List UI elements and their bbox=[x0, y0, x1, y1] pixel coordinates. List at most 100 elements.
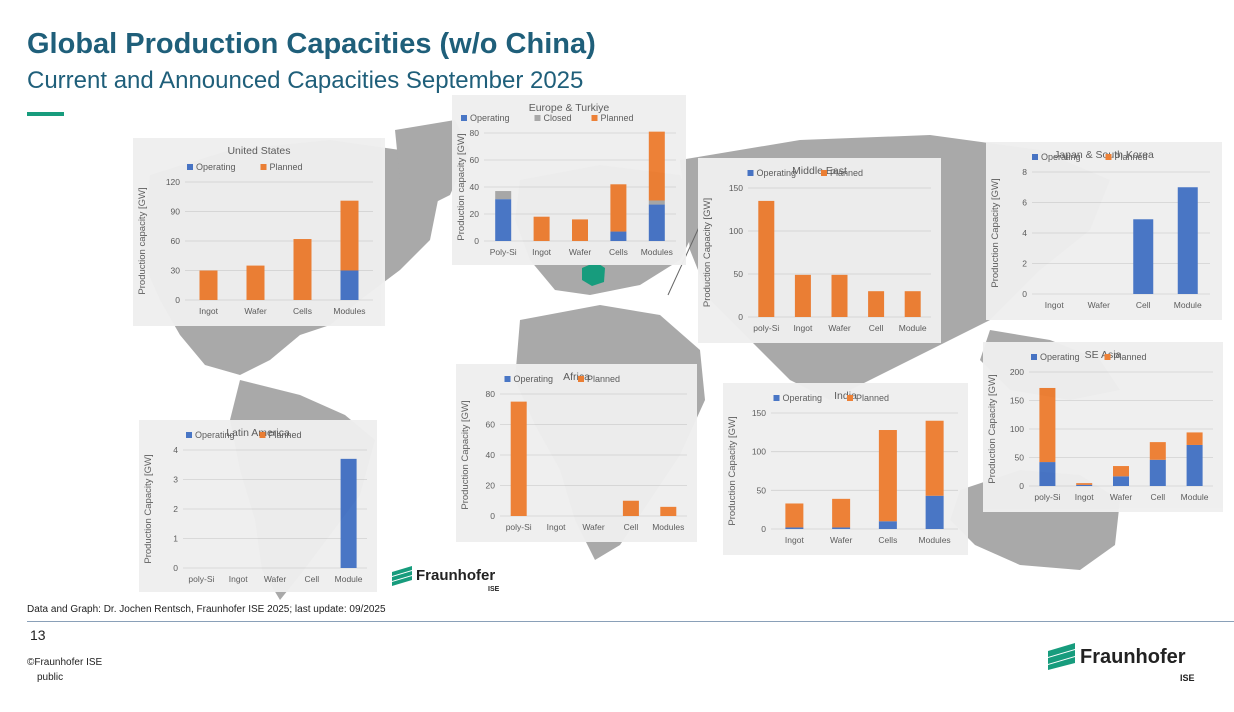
chart-se-asia-bar-cell-planned bbox=[1149, 442, 1166, 460]
chart-japan-south-korea-legend-swatch-operating bbox=[1032, 154, 1038, 160]
chart-latin-america-title: Latin America bbox=[226, 427, 290, 439]
chart-europe-turkiye-legend-operating: Operating bbox=[470, 113, 510, 123]
chart-se-asia-y-tick-label: 200 bbox=[1010, 367, 1024, 377]
chart-europe-turkiye-x-tick-label: Wafer bbox=[569, 247, 592, 257]
chart-united-states: United States Operating Planned 0 30 60 90 120 P… bbox=[137, 145, 373, 316]
chart-japan-south-korea-bar-cell-operating bbox=[1133, 219, 1154, 294]
chart-middle-east-bar-wafer-planned bbox=[831, 274, 848, 317]
chart-middle-east-x-tick-label: Module bbox=[899, 323, 927, 333]
chart-india-y-tick-label: 0 bbox=[761, 524, 766, 534]
chart-europe-turkiye-legend-closed: Closed bbox=[544, 113, 572, 123]
chart-middle-east-x-tick-label: poly-Si bbox=[753, 323, 779, 333]
chart-latin-america-y-tick-label: 0 bbox=[173, 563, 178, 573]
chart-india-bar-cells-operating bbox=[878, 521, 897, 529]
chart-middle-east-legend-planned: Planned bbox=[830, 168, 863, 178]
chart-japan-south-korea-y-tick-label: 0 bbox=[1022, 289, 1027, 299]
chart-africa-legend-operating: Operating bbox=[514, 374, 554, 384]
chart-india-x-tick-label: Wafer bbox=[830, 535, 853, 545]
chart-japan-south-korea-y-tick-label: 6 bbox=[1022, 198, 1027, 208]
chart-japan-south-korea-x-tick-label: Ingot bbox=[1045, 300, 1065, 310]
chart-india-legend-swatch-operating bbox=[773, 395, 780, 401]
chart-europe-turkiye-bar-modules-closed bbox=[648, 200, 665, 205]
chart-india-bar-ingot-operating bbox=[785, 527, 804, 529]
chart-europe-turkiye-y-tick-label: 80 bbox=[470, 128, 480, 138]
chart-europe-turkiye-y-tick-label: 20 bbox=[470, 209, 480, 219]
chart-japan-south-korea-bar-module-operating bbox=[1177, 187, 1198, 294]
chart-india-legend-swatch-planned bbox=[847, 395, 853, 401]
chart-africa-bar-cell-planned bbox=[622, 500, 639, 516]
chart-panel-latin-america: Latin America Operating Planned 0 1 2 3 4 Produc… bbox=[139, 420, 377, 592]
chart-africa-legend-swatch-operating bbox=[504, 376, 511, 382]
chart-panel-middle-east: Middle East Operating Planned 0 50 100 150 Prod… bbox=[698, 158, 941, 343]
chart-se-asia-bar-ingot-planned bbox=[1076, 483, 1093, 485]
chart-europe-turkiye-bar-poly-si-operating bbox=[495, 199, 512, 241]
chart-europe-turkiye-bar-cells-planned bbox=[610, 184, 627, 232]
chart-panel-europe-turkiye: Europe & Turkiye Operating Closed Planned 0 2… bbox=[452, 95, 686, 265]
fraunhofer-logo-footer: Fraunhofer ISE bbox=[1048, 642, 1208, 686]
chart-japan-south-korea-x-tick-label: Wafer bbox=[1088, 300, 1111, 310]
chart-se-asia-legend-swatch-planned bbox=[1104, 354, 1111, 360]
chart-se-asia-bar-ingot-operating bbox=[1076, 484, 1093, 486]
chart-europe-turkiye-x-tick-label: Poly-Si bbox=[490, 247, 517, 257]
chart-united-states-title: United States bbox=[227, 145, 290, 157]
chart-se-asia-x-tick-label: Ingot bbox=[1075, 492, 1095, 502]
chart-latin-america-legend-swatch-operating bbox=[186, 432, 192, 438]
chart-united-states-bar-wafer-planned bbox=[246, 265, 265, 300]
chart-japan-south-korea-x-tick-label: Module bbox=[1174, 300, 1202, 310]
page-title: Global Production Capacities (w/o China) bbox=[27, 28, 596, 60]
chart-se-asia-x-tick-label: poly-Si bbox=[1034, 492, 1060, 502]
chart-latin-america-x-tick-label: Module bbox=[335, 574, 363, 584]
chart-united-states-y-tick-label: 120 bbox=[166, 177, 180, 187]
chart-panel-india: India Operating Planned 0 50 100 150 Production… bbox=[723, 383, 968, 555]
chart-se-asia-bar-cell-operating bbox=[1149, 459, 1166, 486]
greenland-landmass bbox=[395, 120, 470, 210]
chart-middle-east-x-tick-label: Cell bbox=[869, 323, 884, 333]
chart-united-states-bar-cells-planned bbox=[293, 239, 312, 300]
chart-se-asia-bar-module-operating bbox=[1186, 444, 1203, 486]
chart-africa-y-tick-label: 40 bbox=[486, 450, 496, 460]
chart-europe-turkiye: Europe & Turkiye Operating Closed Planned 0 2… bbox=[456, 102, 676, 257]
chart-africa-y-tick-label: 60 bbox=[486, 420, 496, 430]
chart-se-asia-y-tick-label: 100 bbox=[1010, 424, 1024, 434]
chart-united-states-bar-modules-planned bbox=[340, 200, 359, 271]
chart-se-asia-legend-operating: Operating bbox=[1040, 352, 1080, 362]
chart-africa-x-tick-label: Modules bbox=[652, 522, 684, 532]
chart-united-states-x-tick-label: Modules bbox=[333, 306, 365, 316]
chart-japan-south-korea-y-tick-label: 8 bbox=[1022, 167, 1027, 177]
page-subtitle: Current and Announced Capacities Septemb… bbox=[27, 67, 584, 94]
chart-middle-east-title: Middle East bbox=[792, 165, 847, 177]
chart-latin-america-y-tick-label: 4 bbox=[173, 445, 178, 455]
copyright: ©Fraunhofer ISE bbox=[27, 657, 103, 668]
chart-middle-east-y-tick-label: 50 bbox=[734, 269, 744, 279]
chart-middle-east-bar-poly-si-planned bbox=[758, 200, 775, 317]
chart-se-asia-x-tick-label: Cell bbox=[1150, 492, 1165, 502]
chart-se-asia-y-tick-label: 50 bbox=[1015, 453, 1025, 463]
chart-latin-america-y-tick-label: 3 bbox=[173, 475, 178, 485]
chart-se-asia-y-tick-label: 0 bbox=[1019, 481, 1024, 491]
chart-africa-bar-modules-planned bbox=[660, 506, 677, 516]
chart-india-y-axis-label: Production Capacity [GW] bbox=[727, 416, 738, 525]
chart-europe-turkiye-bar-ingot-planned bbox=[533, 216, 550, 241]
chart-india-bar-modules-operating bbox=[925, 495, 944, 529]
chart-india-y-tick-label: 100 bbox=[752, 447, 766, 457]
chart-india-legend-operating: Operating bbox=[783, 393, 823, 403]
chart-panel-africa: Africa Operating Planned 0 20 40 60 80 Productio… bbox=[456, 364, 697, 542]
chart-united-states-y-axis-label: Production capacity [GW] bbox=[137, 187, 148, 294]
chart-middle-east-bar-module-planned bbox=[904, 291, 921, 317]
chart-panel-united-states: United States Operating Planned 0 30 60 90 120 P… bbox=[133, 138, 385, 326]
chart-latin-america-bar-module-operating bbox=[340, 458, 357, 568]
chart-se-asia-title: SE Asia bbox=[1085, 349, 1122, 361]
fraunhofer-logo-ise: ISE bbox=[488, 586, 500, 593]
title-accent-bar bbox=[27, 112, 64, 116]
chart-europe-turkiye-bar-wafer-planned bbox=[572, 219, 588, 241]
chart-europe-turkiye-legend-planned: Planned bbox=[601, 113, 634, 123]
chart-europe-turkiye-x-tick-label: Cells bbox=[609, 247, 628, 257]
chart-middle-east-legend-swatch-operating bbox=[747, 170, 754, 176]
chart-united-states-legend-operating: Operating bbox=[196, 162, 236, 172]
chart-europe-turkiye-bar-poly-si-closed bbox=[495, 191, 512, 200]
chart-latin-america-y-tick-label: 1 bbox=[173, 534, 178, 544]
chart-europe-turkiye-title: Europe & Turkiye bbox=[529, 102, 610, 114]
chart-japan-south-korea-x-tick-label: Cell bbox=[1136, 300, 1151, 310]
